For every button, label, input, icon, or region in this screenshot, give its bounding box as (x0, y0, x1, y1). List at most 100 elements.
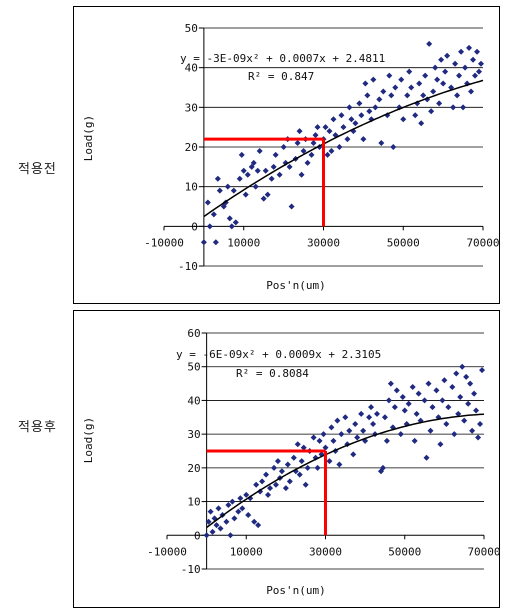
y-tick-label: 10 (185, 181, 198, 194)
data-point (399, 394, 406, 401)
data-point (436, 100, 443, 107)
data-point (352, 421, 359, 428)
data-point (440, 80, 447, 87)
data-point (415, 390, 422, 397)
data-point (250, 159, 257, 166)
data-point (262, 167, 269, 174)
x-axis-label: Pos'n(um) (266, 584, 326, 597)
data-point (383, 437, 390, 444)
data-point (409, 383, 416, 390)
data-point (276, 171, 283, 178)
data-point (352, 120, 359, 127)
data-point (428, 108, 435, 115)
x-tick-label: 10000 (230, 545, 263, 558)
data-point (316, 437, 323, 444)
data-point (478, 60, 485, 67)
data-point (259, 478, 266, 485)
trendline (203, 79, 484, 218)
data-point (223, 518, 230, 525)
data-point (388, 92, 395, 99)
data-point (385, 397, 392, 404)
data-point (463, 373, 470, 380)
data-point (272, 151, 279, 158)
data-point (342, 414, 349, 421)
x-tick-label: -10000 (147, 545, 187, 558)
data-point (366, 414, 373, 421)
data-point (314, 464, 321, 471)
data-point (370, 421, 377, 428)
x-tick-label: 70000 (467, 545, 500, 558)
data-point (425, 380, 432, 387)
data-point (310, 434, 317, 441)
data-point (426, 40, 433, 47)
data-point (236, 175, 243, 182)
data-point (471, 390, 478, 397)
y-tick-label: 10 (187, 496, 200, 509)
data-point (256, 147, 263, 154)
data-point (423, 454, 430, 461)
data-point (252, 183, 259, 190)
data-point (350, 451, 357, 458)
data-point (449, 383, 456, 390)
data-point (328, 424, 335, 431)
data-point (360, 136, 367, 143)
data-point (441, 377, 448, 384)
y-tick-label: 50 (185, 22, 198, 35)
data-point (366, 108, 373, 115)
data-point (300, 147, 307, 154)
data-point (432, 64, 439, 71)
data-point (253, 481, 260, 488)
data-point (326, 458, 333, 465)
data-point (386, 72, 393, 79)
data-point (397, 431, 404, 438)
data-point (444, 52, 451, 59)
data-point (405, 400, 412, 407)
data-point (358, 112, 365, 119)
data-point (338, 431, 345, 438)
y-axis-label: Load(g) (82, 417, 95, 463)
data-point (334, 417, 341, 424)
data-point (408, 84, 415, 91)
data-point (455, 410, 462, 417)
data-point (456, 72, 463, 79)
data-point (427, 427, 434, 434)
data-point (421, 397, 428, 404)
x-tick-label: 30000 (309, 545, 342, 558)
data-point (420, 92, 427, 99)
data-point (439, 397, 446, 404)
data-point (312, 132, 319, 139)
data-point (442, 68, 449, 75)
data-point (356, 100, 363, 107)
data-point (278, 468, 285, 475)
data-point (418, 120, 425, 127)
data-point (216, 187, 223, 194)
data-point (203, 532, 210, 539)
data-point (324, 151, 331, 158)
label-after: 적용후 (18, 420, 57, 435)
data-point (298, 458, 305, 465)
trendline (206, 413, 485, 529)
data-point (379, 464, 386, 471)
data-point (336, 144, 343, 150)
data-point (451, 431, 458, 438)
data-point (265, 491, 272, 498)
data-point (237, 495, 244, 502)
data-point (225, 501, 232, 508)
data-point (288, 203, 295, 210)
data-point (380, 88, 387, 95)
data-point (270, 464, 277, 471)
data-point (404, 92, 411, 99)
data-point (286, 478, 293, 485)
data-point (212, 239, 219, 246)
data-point (304, 159, 311, 166)
data-point (294, 140, 301, 147)
data-point (274, 458, 281, 465)
data-point (472, 72, 479, 79)
y-tick-label: -10 (181, 563, 201, 576)
data-point (326, 128, 333, 135)
chart-panel-before (73, 6, 500, 304)
data-point (255, 522, 262, 529)
data-point (358, 410, 365, 417)
x-tick-label: -10000 (144, 236, 184, 249)
